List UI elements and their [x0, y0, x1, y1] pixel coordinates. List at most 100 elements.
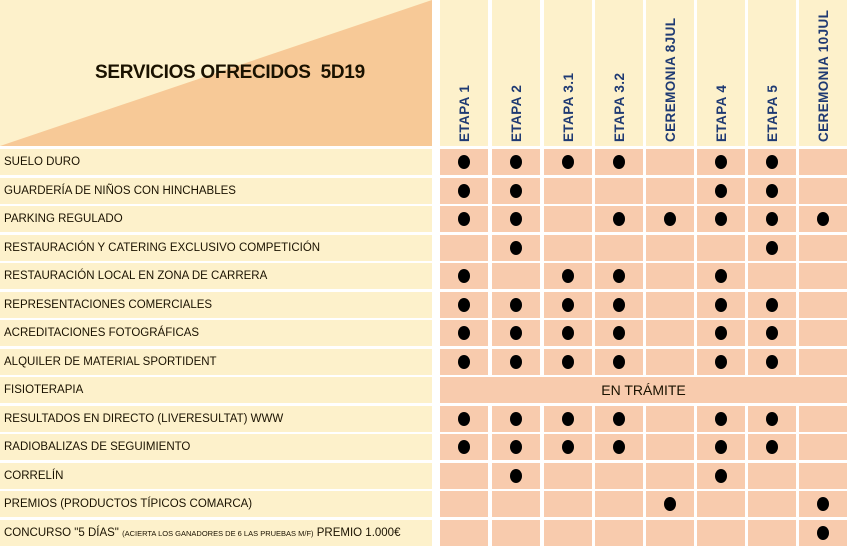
table-cell	[440, 491, 488, 517]
bullet-dot-icon	[766, 412, 778, 426]
table-cell	[646, 320, 694, 346]
table-cell	[440, 206, 488, 232]
bullet-dot-icon	[766, 326, 778, 340]
table-cell	[697, 235, 745, 261]
column-header: CEREMONIA 10JUL	[799, 0, 847, 146]
table-cell	[595, 349, 643, 375]
table-cell	[748, 491, 796, 517]
row-label: RADIOBALIZAS DE SEGUIMIENTO	[0, 434, 432, 460]
bullet-dot-icon	[715, 269, 727, 283]
table-cell	[440, 434, 488, 460]
table-cell	[646, 349, 694, 375]
bullet-dot-icon	[613, 412, 625, 426]
table-cell	[799, 520, 847, 546]
bullet-dot-icon	[562, 298, 574, 312]
bullet-dot-icon	[715, 298, 727, 312]
row-label-text: ALQUILER DE MATERIAL SPORTIDENT	[4, 356, 217, 368]
table-cell	[492, 206, 540, 232]
bullet-dot-icon	[715, 212, 727, 226]
column-header: ETAPA 3.2	[595, 0, 643, 146]
table-cell	[646, 263, 694, 289]
table-cell	[492, 320, 540, 346]
bullet-dot-icon	[510, 412, 522, 426]
bullet-dot-icon	[510, 355, 522, 369]
bullet-dot-icon	[613, 355, 625, 369]
table-cell	[492, 178, 540, 204]
row-label-text: RESTAURACIÓN LOCAL EN ZONA DE CARRERA	[4, 270, 268, 282]
table-cell	[492, 263, 540, 289]
table-cell	[440, 406, 488, 432]
row-label-text: CONCURSO "5 DÍAS"	[4, 527, 119, 539]
bullet-dot-icon	[510, 155, 522, 169]
column-header-label: ETAPA 1	[457, 84, 472, 142]
column-header-label: ETAPA 3.2	[612, 72, 627, 142]
bullet-dot-icon	[613, 269, 625, 283]
table-cell	[799, 406, 847, 432]
row-label-suffix: PREMIO 1.000€	[316, 527, 401, 539]
table-cell	[646, 406, 694, 432]
bullet-dot-icon	[458, 355, 470, 369]
table-cell	[544, 434, 592, 460]
column-header: ETAPA 3.1	[544, 0, 592, 146]
row-label: RESULTADOS EN DIRECTO (LIVERESULTAT) WWW	[0, 406, 432, 432]
column-header: ETAPA 4	[697, 0, 745, 146]
table-cell	[697, 263, 745, 289]
table-cell	[544, 292, 592, 318]
table-cell	[748, 520, 796, 546]
table-cell	[492, 235, 540, 261]
row-label: FISIOTERAPIA	[0, 377, 432, 403]
table-cell	[697, 520, 745, 546]
table-cell	[544, 235, 592, 261]
table-cell	[697, 463, 745, 489]
bullet-dot-icon	[715, 155, 727, 169]
table-cell	[697, 206, 745, 232]
row-label-text: REPRESENTACIONES COMERCIALES	[4, 299, 213, 311]
table-cell	[544, 263, 592, 289]
table-cell	[697, 406, 745, 432]
table-cell	[440, 263, 488, 289]
table-cell	[748, 178, 796, 204]
table-cell	[748, 320, 796, 346]
table-corner-header: SERVICIOS OFRECIDOS 5D19	[0, 0, 432, 146]
table-cell	[799, 235, 847, 261]
column-header-label: ETAPA 3.1	[561, 72, 576, 142]
table-cell	[646, 491, 694, 517]
row-label-text: RADIOBALIZAS DE SEGUIMIENTO	[4, 441, 191, 453]
table-cell	[544, 320, 592, 346]
table-cell	[544, 349, 592, 375]
table-cell	[748, 206, 796, 232]
bullet-dot-icon	[613, 298, 625, 312]
table-cell	[748, 349, 796, 375]
bullet-dot-icon	[510, 184, 522, 198]
table-cell	[595, 520, 643, 546]
bullet-dot-icon	[458, 212, 470, 226]
bullet-dot-icon	[458, 412, 470, 426]
bullet-dot-icon	[510, 469, 522, 483]
status-span-cell: EN TRÁMITE	[440, 377, 847, 403]
bullet-dot-icon	[458, 326, 470, 340]
bullet-dot-icon	[613, 440, 625, 454]
table-cell	[646, 178, 694, 204]
table-cell	[646, 206, 694, 232]
row-label-text: SUELO DURO	[4, 156, 81, 168]
table-cell	[799, 149, 847, 175]
bullet-dot-icon	[510, 326, 522, 340]
row-label: CORRELÍN	[0, 463, 432, 489]
table-cell	[748, 406, 796, 432]
table-cell	[799, 320, 847, 346]
table-cell	[748, 292, 796, 318]
table-cell	[646, 149, 694, 175]
table-cell	[440, 235, 488, 261]
bullet-dot-icon	[562, 155, 574, 169]
table-cell	[799, 263, 847, 289]
bullet-dot-icon	[458, 298, 470, 312]
bullet-dot-icon	[715, 326, 727, 340]
table-cell	[595, 491, 643, 517]
table-cell	[544, 149, 592, 175]
column-header-label: CEREMONIA 10JUL	[816, 9, 831, 142]
table-cell	[646, 434, 694, 460]
bullet-dot-icon	[766, 355, 778, 369]
row-label: RESTAURACIÓN LOCAL EN ZONA DE CARRERA	[0, 263, 432, 289]
row-label: CONCURSO "5 DÍAS" (ACIERTA LOS GANADORES…	[0, 520, 432, 546]
